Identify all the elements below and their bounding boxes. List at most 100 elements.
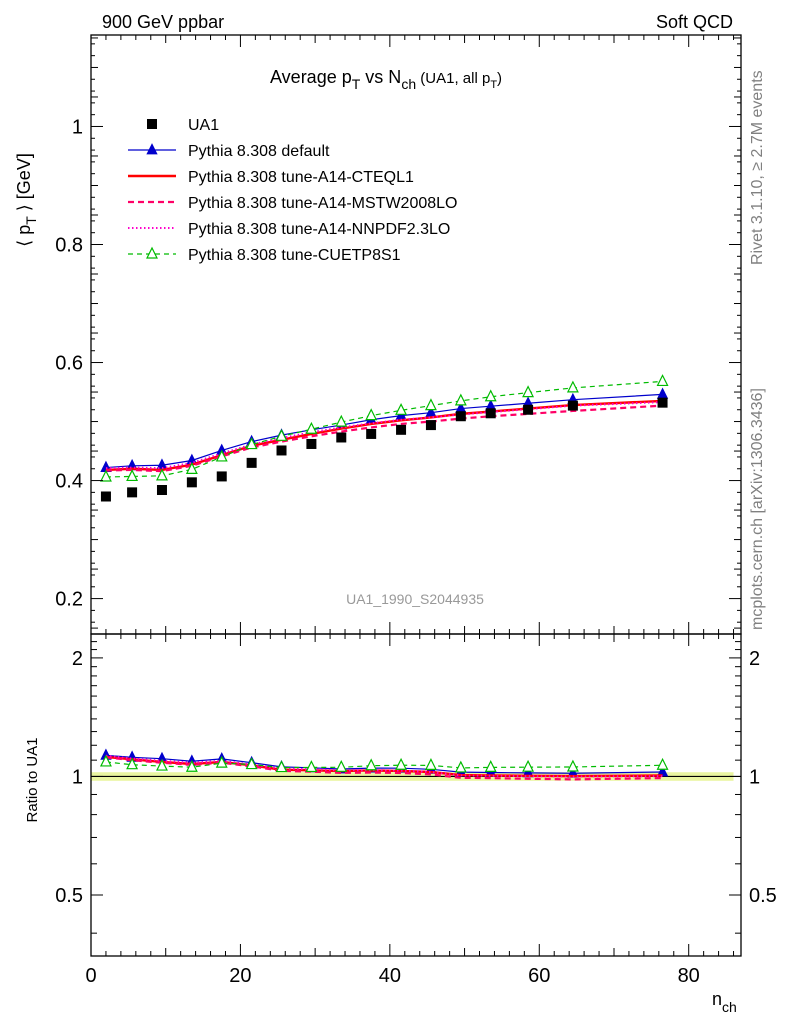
series-5-point: [245, 437, 258, 450]
series-5-point: [484, 389, 497, 402]
series-5-point: [522, 385, 535, 398]
legend-entry-ua1: UA1: [147, 117, 219, 134]
legend-marker-1: [146, 143, 158, 155]
ylabel-sub: T: [23, 216, 39, 225]
legend-entry-1: Pythia 8.308 default: [128, 143, 330, 160]
ua1-point: [396, 424, 407, 435]
header-right: Soft QCD: [656, 12, 733, 32]
legend-entry-3: Pythia 8.308 tune-A14-MSTW2008LO: [128, 195, 457, 212]
title-mid: vs N: [360, 67, 401, 87]
header-left: 900 GeV ppbar: [102, 12, 224, 32]
title-mid-sub: ch: [401, 76, 416, 92]
side-label-bottom: mcplots.cern.ch [arXiv:1306.3436]: [749, 388, 766, 630]
ua1-point: [485, 408, 496, 419]
legend-marker-5: [146, 246, 158, 259]
y-tick-label: 0.8: [55, 235, 83, 257]
ratio-series-5-point: [245, 757, 258, 770]
ylabel-close: ⟩ [GeV]: [14, 153, 34, 216]
ratio-series-5-point: [185, 759, 198, 772]
ratio-y-tick-label-right: 2: [749, 648, 760, 670]
series-5: [99, 374, 669, 482]
ua1-point: [336, 432, 347, 443]
frames: 0 20 40 60 80 0.2 0.4 0.6 0.8 1 0.5 0.5 1 1 2 2: [55, 34, 777, 987]
legend: UA1 Pythia 8.308 default Pythia 8.308 tune…: [128, 117, 457, 264]
y-tick-label: 0.6: [55, 353, 83, 375]
chart-title: Average pT vs Nch (UA1, all pT): [270, 67, 502, 92]
ratio-series-5-point: [522, 759, 535, 772]
ratio-series-5-point: [656, 757, 669, 770]
ua1-point: [523, 404, 534, 415]
legend-entry-4: Pythia 8.308 tune-A14-NNPDF2.3LO: [128, 221, 450, 238]
y-tick-label: 1: [72, 116, 83, 138]
ratio-panel: [91, 748, 741, 781]
y-axis-label: ⟨ pT ⟩ [GeV]: [14, 153, 39, 247]
ua1-point: [425, 420, 436, 431]
title-paren-end: ): [497, 70, 502, 87]
ratio-series-5-point: [335, 759, 348, 772]
title-paren-sub: T: [490, 79, 497, 91]
series-5-point: [365, 408, 378, 421]
side-label-top: Rivet 3.1.10, ≥ 2.7M events: [749, 70, 766, 265]
ua1-point: [100, 491, 111, 502]
ratio-series-5-point: [305, 760, 318, 773]
ua1-point: [276, 445, 287, 456]
x-tick-label: 0: [85, 965, 96, 987]
ratio-series-5-point: [424, 758, 437, 770]
series-5-point: [126, 469, 139, 482]
ratio-y-axis-label: Ratio to UA1: [24, 737, 41, 822]
ua1-point: [366, 428, 377, 439]
legend-entry-2: Pythia 8.308 tune-A14-CTEQL1: [128, 169, 414, 186]
x-tick-label: 40: [379, 965, 401, 987]
series-3-line: [105, 404, 663, 473]
series-5-point: [275, 428, 288, 441]
series-2-line: [105, 399, 663, 472]
series-5-point: [424, 398, 437, 411]
x-axis-label: nch: [712, 989, 737, 1015]
ratio-series-5: [99, 754, 669, 773]
legend-label-3: Pythia 8.308 tune-A14-MSTW2008LO: [188, 195, 457, 212]
xlabel-main: n: [712, 989, 722, 1009]
ratio-series-5-point: [99, 754, 112, 767]
y-tick-label: 0.4: [55, 471, 83, 493]
series-5-point: [305, 421, 318, 434]
ratio-series-5-point: [275, 760, 288, 773]
series-5-point: [99, 469, 112, 482]
x-tick-label: 80: [678, 965, 700, 987]
xlabel-sub: ch: [722, 999, 737, 1015]
ratio-frame: [90, 633, 742, 957]
ratio-y-tick-label: 1: [72, 766, 83, 788]
series-5-point: [215, 449, 228, 462]
legend-label-ua1: UA1: [188, 117, 219, 134]
ua1-point: [455, 411, 466, 422]
title-main-sub: T: [352, 76, 361, 92]
series-1: [100, 387, 669, 472]
x-tick-label: 20: [229, 965, 251, 987]
legend-label-1: Pythia 8.308 default: [188, 143, 330, 160]
ratio-y-tick-label-right: 1: [749, 766, 760, 788]
legend-label-4: Pythia 8.308 tune-A14-NNPDF2.3LO: [188, 221, 450, 238]
ua1-point: [186, 477, 197, 488]
ratio-series-5-point: [484, 760, 497, 772]
ua1-points: [100, 397, 668, 502]
series-4: [105, 401, 663, 470]
ratio-series-5-point: [156, 758, 168, 771]
ua1-point: [216, 471, 227, 482]
ratio-series-5-point: [215, 755, 228, 768]
legend-label-5: Pythia 8.308 tune-CUETP8S1: [188, 247, 401, 264]
ratio-series-5-point: [566, 759, 579, 772]
series-5-point: [566, 380, 579, 393]
series-5-point: [156, 468, 168, 481]
title-main: Average p: [270, 67, 352, 87]
y-tick-label: 0.2: [55, 589, 83, 611]
series-5-point: [185, 462, 198, 474]
series-5-point: [395, 402, 408, 415]
ratio-y-tick-label-right: 0.5: [749, 885, 777, 907]
ua1-point: [567, 400, 578, 411]
ua1-point: [306, 438, 317, 449]
ua1-point: [657, 397, 668, 408]
ratio-series-5-point: [126, 757, 139, 770]
series-3: [105, 404, 663, 473]
legend-marker-ua1: [147, 119, 157, 129]
legend-label-2: Pythia 8.308 tune-A14-CTEQL1: [188, 169, 414, 186]
ua1-point: [156, 485, 167, 496]
